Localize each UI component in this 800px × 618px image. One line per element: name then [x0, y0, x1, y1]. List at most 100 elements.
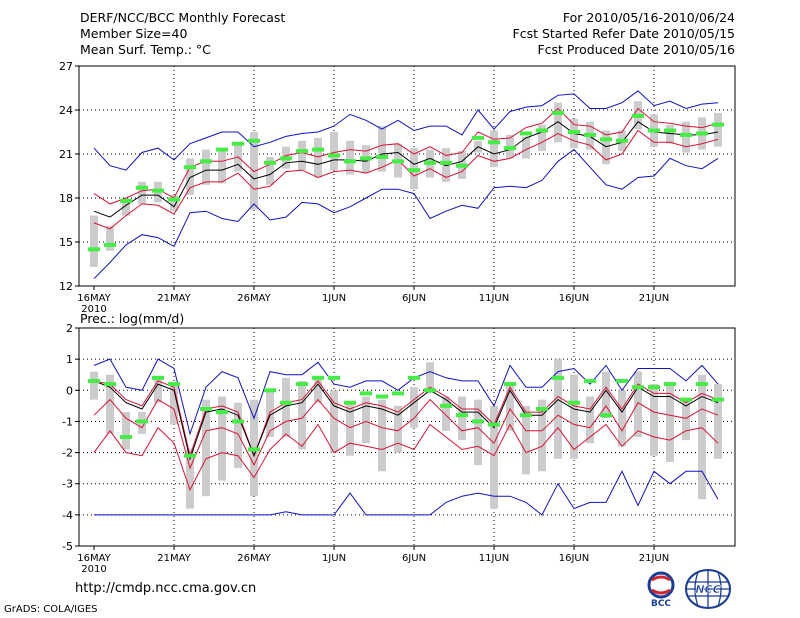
x-year-label: 2010	[81, 304, 106, 315]
y-tick-label: 12	[59, 280, 73, 293]
ncc-logo-text: NCC	[695, 583, 720, 596]
ensemble-box	[554, 102, 562, 143]
observed-marker	[216, 410, 228, 415]
observed-marker	[584, 378, 596, 383]
grads-credit: GrADS: COLA/IGES	[4, 604, 98, 615]
ensemble-box	[362, 396, 370, 444]
source-url[interactable]: http://cmdp.ncc.cma.gov.cn	[75, 581, 257, 596]
x-tick-label: 26MAY	[237, 293, 271, 304]
observed-marker	[600, 137, 612, 142]
ensemble-box	[282, 377, 290, 437]
chart-panel-1: 12 15 18 21 24 27 16MAY 21MAY 26MAY 1JUN 6JUN 11JUN…	[59, 60, 736, 315]
ensemble-box	[666, 384, 674, 462]
produced-date: Fcst Produced Date 2010/05/16	[537, 42, 735, 57]
y-tick-label: 0	[66, 384, 73, 397]
observed-marker	[424, 160, 436, 165]
ensemble-box	[602, 130, 610, 165]
observed-marker	[648, 385, 660, 390]
observed-marker	[424, 388, 436, 393]
ensemble-box	[394, 405, 402, 453]
observed-marker	[440, 160, 452, 165]
ensemble-box	[442, 396, 450, 431]
ensemble-box	[330, 132, 338, 171]
x-tick-label: 21JUN	[639, 293, 669, 304]
ensemble-box	[586, 396, 594, 444]
variable-temp-label: Mean Surf. Temp.: °C	[80, 42, 211, 57]
x-tick-label: 16JUN	[559, 293, 589, 304]
observed-marker	[88, 247, 100, 252]
x-tick-label: 1JUN	[322, 293, 346, 304]
ensemble-box	[90, 215, 98, 267]
observed-marker	[264, 160, 276, 165]
observed-marker	[152, 188, 164, 193]
x-tick-label: 16MAY	[77, 293, 111, 304]
observed-marker	[488, 140, 500, 145]
series-max-line	[93, 90, 719, 171]
observed-marker	[568, 130, 580, 134]
x-tick-label: 26MAY	[237, 553, 271, 564]
observed-marker	[536, 406, 548, 411]
ensemble-box	[682, 121, 690, 153]
ensemble-box	[346, 140, 354, 175]
y-tick-label: 2	[66, 322, 73, 335]
ensemble-box	[90, 371, 98, 400]
ensemble-box	[154, 377, 162, 403]
observed-marker	[504, 382, 516, 387]
observed-marker	[344, 400, 356, 405]
observed-marker	[568, 400, 580, 405]
series-mean-line	[93, 380, 719, 461]
observed-marker	[472, 135, 484, 140]
y-tick-label: 27	[59, 60, 73, 73]
observed-marker	[104, 382, 116, 387]
ensemble-box	[538, 124, 546, 152]
observed-marker	[472, 419, 484, 424]
observed-marker	[184, 165, 196, 170]
observed-marker	[248, 138, 260, 143]
observed-marker	[360, 391, 372, 396]
bcc-logo-text: BCC	[651, 599, 671, 608]
observed-marker	[152, 375, 164, 380]
observed-marker	[552, 110, 564, 115]
observed-marker	[600, 413, 612, 418]
observed-marker	[168, 197, 180, 202]
observed-marker	[200, 406, 212, 411]
ensemble-box	[506, 384, 514, 431]
panel-title-precip: Prec.: log(mm/d)	[80, 311, 184, 326]
observed-marker	[696, 382, 708, 387]
observed-marker	[664, 382, 676, 387]
ensemble-box	[202, 399, 210, 497]
y-tick-label: 21	[59, 148, 73, 161]
ensemble-box	[170, 195, 178, 212]
observed-marker	[168, 382, 180, 387]
plot-frame	[78, 327, 736, 547]
observed-marker	[120, 198, 132, 203]
bcc-logo-ring	[647, 571, 675, 599]
ensemble-box	[602, 371, 610, 419]
chart-panel-2: -5 -4 -3 -2 -1 0 1 2 16MAY 21MAY 26MAY 1JUN 6JUN 11JU…	[62, 311, 736, 575]
ensemble-box	[682, 399, 690, 441]
series-min-line	[94, 470, 719, 516]
ensemble-box	[378, 126, 386, 172]
ensemble-box	[266, 156, 274, 185]
y-tick-label: -5	[62, 540, 73, 553]
ensemble-box	[458, 396, 466, 441]
ensemble-box	[554, 359, 562, 459]
x-tick-label: 16MAY	[77, 553, 111, 564]
observed-marker	[616, 378, 628, 383]
y-tick-label: 15	[59, 236, 73, 249]
observed-marker	[680, 397, 692, 402]
member-size: Member Size=40	[80, 26, 188, 41]
observed-marker	[456, 163, 468, 168]
ensemble-box	[490, 405, 498, 509]
observed-marker	[392, 159, 404, 164]
series-lower2-line	[93, 423, 719, 492]
ensemble-box	[106, 374, 114, 434]
ensemble-box	[218, 396, 226, 481]
ensemble-box	[714, 112, 722, 147]
y-tick-label: 24	[59, 104, 73, 117]
observed-marker	[328, 375, 340, 380]
observed-marker	[88, 378, 100, 383]
observed-marker	[360, 156, 372, 161]
observed-marker	[392, 391, 404, 396]
